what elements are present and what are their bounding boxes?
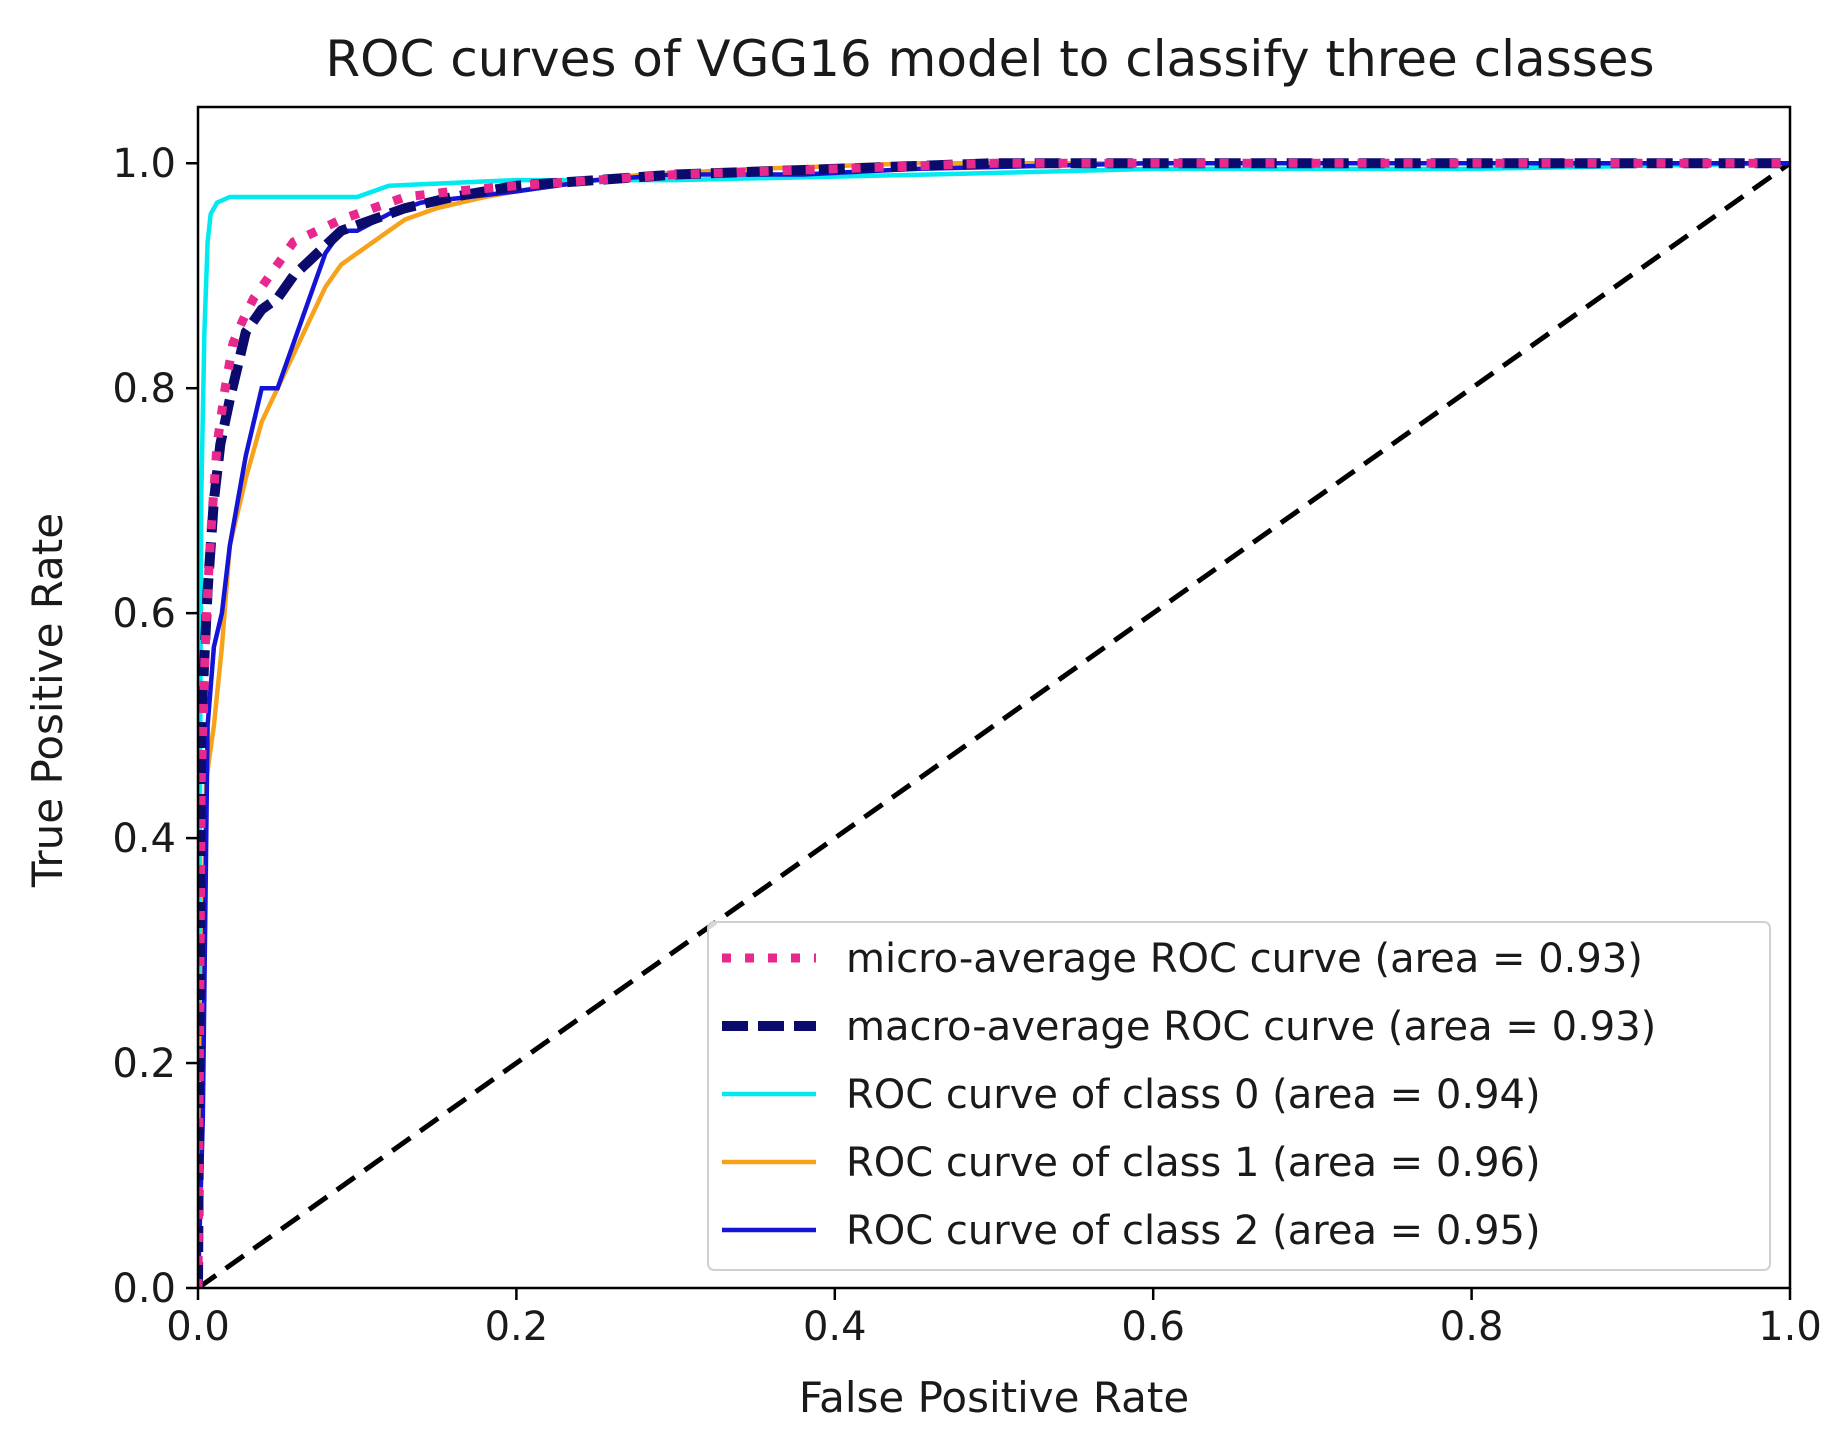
x-tick-label: 0.6 <box>1121 1304 1185 1350</box>
series-line-roc-curve-of-class-0 <box>198 160 1790 1288</box>
legend-label: ROC curve of class 0 (area = 0.94) <box>846 1072 1541 1118</box>
x-axis-label: False Positive Rate <box>799 1373 1189 1422</box>
y-tick-label: 0.8 <box>112 366 176 412</box>
legend-label: ROC curve of class 1 (area = 0.96) <box>846 1140 1541 1186</box>
chart-title: ROC curves of VGG16 model to classify th… <box>325 30 1654 88</box>
x-tick-label: 0.4 <box>803 1304 867 1350</box>
y-tick-label: 0.4 <box>112 816 176 862</box>
y-tick-label: 1.0 <box>112 141 176 187</box>
legend-label: macro-average ROC curve (area = 0.93) <box>846 1004 1656 1050</box>
x-tick-label: 1.0 <box>1758 1304 1822 1350</box>
x-tick-label: 0.0 <box>166 1304 230 1350</box>
y-tick-label: 0.2 <box>112 1041 176 1087</box>
y-tick-label: 0.0 <box>112 1266 176 1312</box>
x-tick-label: 0.8 <box>1440 1304 1504 1350</box>
legend: micro-average ROC curve (area = 0.93) mac… <box>707 921 1771 1271</box>
legend-label: micro-average ROC curve (area = 0.93) <box>846 936 1643 982</box>
series-line-micro-average-roc-curve <box>198 158 1790 1288</box>
y-tick-label: 0.6 <box>112 591 176 637</box>
legend-frame <box>707 921 1771 1271</box>
plot-area-frame <box>196 105 1792 1290</box>
x-tick-label: 0.2 <box>485 1304 549 1350</box>
legend-label: ROC curve of class 2 (area = 0.95) <box>846 1208 1541 1254</box>
chance-diagonal-line <box>198 161 1790 1288</box>
y-axis-label: True Positive Rate <box>23 513 72 888</box>
